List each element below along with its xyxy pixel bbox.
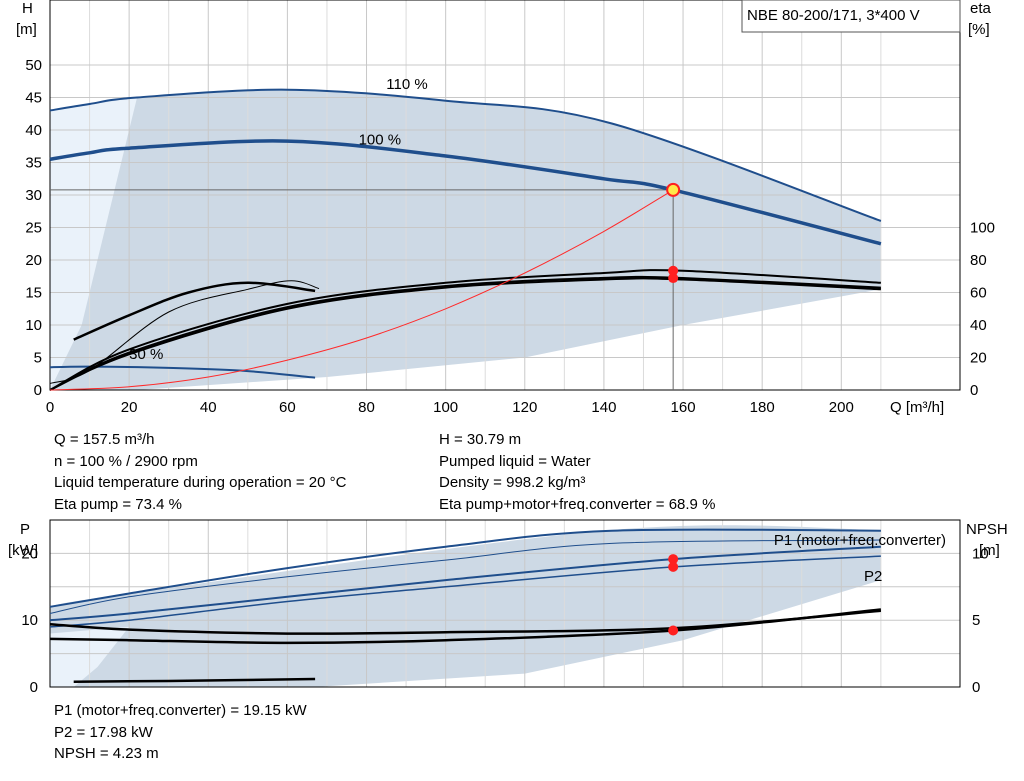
y-axis-label: H <box>22 0 33 17</box>
power-point-2 <box>668 625 679 636</box>
info-eta-total: Eta pump+motor+freq.converter = 68.9 % <box>439 495 716 513</box>
model-label-box <box>741 0 961 33</box>
series-line-5 <box>49 277 881 391</box>
x-tick-label: 160 <box>671 399 696 416</box>
info-power: P1 (motor+freq.converter) = 19.15 kW P2 … <box>54 700 307 765</box>
eta-point-0 <box>668 265 679 276</box>
info-right: H = 30.79 m Pumped liquid = Water Densit… <box>439 429 715 515</box>
y-tick-label: 40 <box>25 122 42 139</box>
y-tick-label: 45 <box>25 90 42 107</box>
x-tick-label: 100 <box>433 399 458 416</box>
npsh-tick-label: 0 <box>972 679 980 696</box>
power-series-line-0 <box>49 528 881 608</box>
x-tick-label: 20 <box>121 399 138 416</box>
power-y-tick-label: 20 <box>21 545 38 562</box>
power-series-line-4 <box>49 608 882 645</box>
info-density: Density = 998.2 kg/m³ <box>439 474 586 491</box>
p1-series-label: P1 (motor+freq.converter) <box>774 532 946 549</box>
series-line-0 <box>49 88 882 222</box>
npsh-axis-unit: [m] <box>979 542 1000 559</box>
series-line-3 <box>49 269 881 391</box>
power-y-tick-label: 10 <box>21 612 38 629</box>
power-axis-unit: [kW] <box>8 542 38 559</box>
y-tick-label: 15 <box>25 285 42 302</box>
y-tick-label: 30 <box>25 187 42 204</box>
y-right-axis-label: eta <box>970 0 992 17</box>
y-right-tick-label: 40 <box>970 317 987 334</box>
series-line-7 <box>49 280 320 384</box>
x-tick-label: 80 <box>358 399 375 416</box>
y-right-tick-label: 100 <box>970 220 995 237</box>
series-line-2 <box>49 365 316 379</box>
npsh-tick-label: 5 <box>972 612 980 629</box>
y-tick-label: 0 <box>34 382 42 399</box>
eta-point-1 <box>668 273 679 284</box>
y-right-tick-label: 20 <box>970 350 987 367</box>
y-tick-label: 50 <box>25 57 42 74</box>
info-p1: P1 (motor+freq.converter) = 19.15 kW <box>54 702 307 719</box>
y-right-tick-label: 0 <box>970 382 978 399</box>
operating-region-head <box>50 89 881 391</box>
y-right-tick-label: 80 <box>970 252 987 269</box>
low-flow-region-head <box>50 97 138 390</box>
operating-point-marker <box>666 182 681 197</box>
info-npsh: NPSH = 4.23 m <box>54 745 159 762</box>
npsh-tick-label: 10 <box>972 545 989 562</box>
power-y-tick-label: 0 <box>30 679 38 696</box>
power-axis-label: P <box>20 521 30 538</box>
x-tick-label: 40 <box>200 399 217 416</box>
x-tick-label: 60 <box>279 399 296 416</box>
info-speed: n = 100 % / 2900 rpm <box>54 452 198 470</box>
info-liquid-temp: Liquid temperature during operation = 20… <box>54 474 347 491</box>
y-right-tick-label: 60 <box>970 285 987 302</box>
info-left: Q = 157.5 m³/h n = 100 % / 2900 rpm Liqu… <box>54 429 346 515</box>
y-tick-label: 25 <box>25 220 42 237</box>
series-line-4 <box>49 275 881 391</box>
series-label-0: 110 % <box>386 76 427 93</box>
y-tick-label: 35 <box>25 155 42 172</box>
x-tick-label: 140 <box>591 399 616 416</box>
plot-frame-power <box>49 519 961 688</box>
y-tick-label: 5 <box>34 350 42 367</box>
info-eta-pump: Eta pump = 73.4 % <box>54 495 182 513</box>
power-series-line-2 <box>49 555 881 628</box>
x-tick-label: 200 <box>829 399 854 416</box>
npsh-axis-label: NPSH <box>966 521 1008 538</box>
p2-series-label: P2 <box>864 568 882 585</box>
series-line-8 <box>49 189 674 391</box>
operating-region-power <box>50 525 881 687</box>
series-label-1: 100 % <box>359 131 402 148</box>
series-line-6 <box>73 281 316 341</box>
model-label: NBE 80-200/171, 3*400 V <box>747 7 920 24</box>
info-pumped-liquid: Pumped liquid = Water <box>439 452 591 470</box>
plot-frame-head <box>49 0 961 391</box>
y-tick-label: 10 <box>25 317 42 334</box>
power-point-1 <box>668 561 679 572</box>
power-series-line-3 <box>49 539 881 614</box>
x-tick-label: 120 <box>512 399 537 416</box>
info-head: H = 30.79 m <box>439 431 522 448</box>
info-p2: P2 = 17.98 kW <box>54 723 153 741</box>
y-tick-label: 20 <box>25 252 42 269</box>
power-series-line-1 <box>49 545 881 622</box>
x-axis-label: Q [m³/h] <box>890 399 944 416</box>
y-axis-unit: [m] <box>16 21 37 38</box>
power-series-line-5 <box>49 609 882 635</box>
x-tick-label: 180 <box>750 399 775 416</box>
power-point-0 <box>668 554 679 565</box>
y-right-axis-unit: [%] <box>968 21 990 38</box>
power-series-line-6 <box>73 677 316 683</box>
x-tick-label: 0 <box>46 399 54 416</box>
info-flow: Q = 157.5 m³/h <box>54 431 155 448</box>
